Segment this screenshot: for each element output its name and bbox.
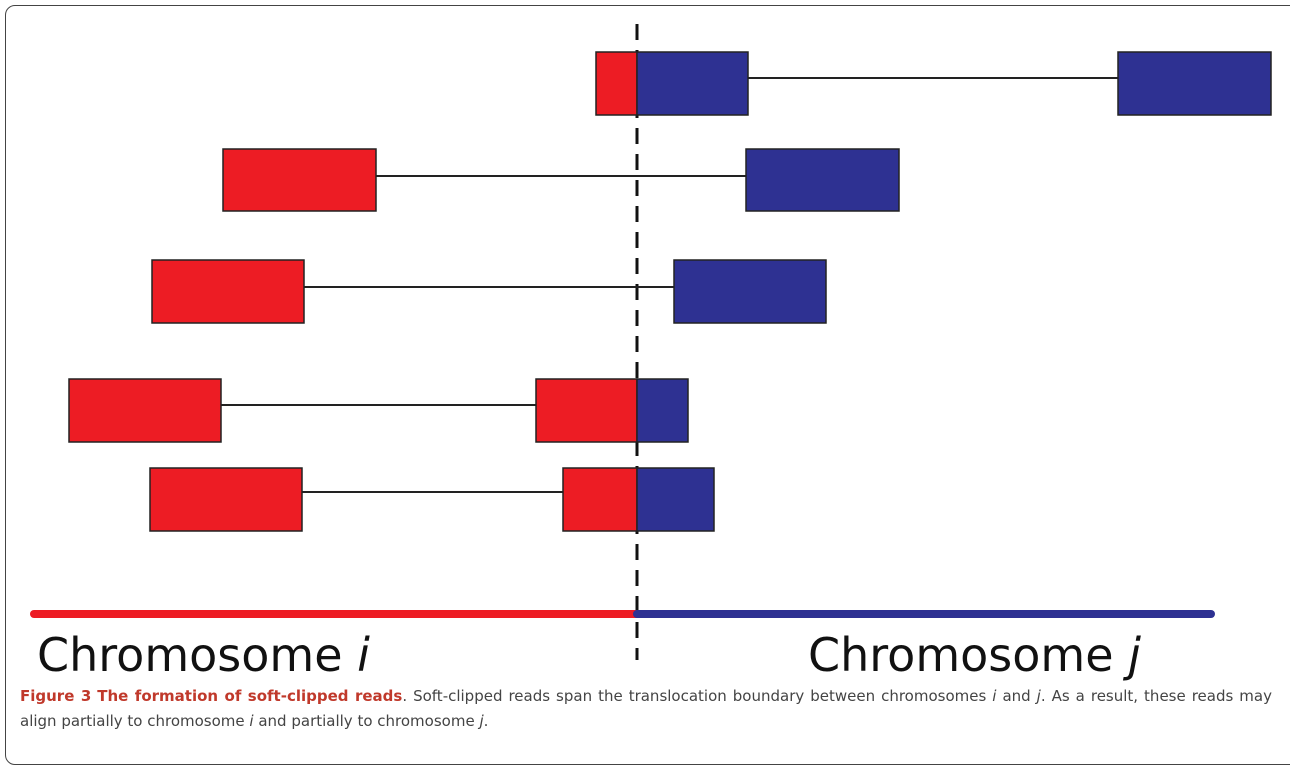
read-segment-chrom-i [535,378,638,443]
caption-text: and partially to chromosome [253,712,480,730]
caption-text: i [249,712,254,730]
read-segment-chrom-i [222,148,377,212]
read-pair-3 [151,259,827,324]
read-segment-chrom-j [636,378,689,443]
read-pair-1 [595,51,1272,116]
read-segment-chrom-i [151,259,305,324]
caption-text: Soft-clipped reads span the translocatio… [413,687,993,705]
soft-clip-diagram [30,24,1272,660]
caption-text: . As a result, these reads may align par… [20,687,1272,730]
caption-text: . [483,712,489,730]
chromosome-j-label: Chromosome j [808,628,1141,682]
read-segment-chrom-j [636,467,715,532]
read-segment-chrom-j [1117,51,1272,116]
read-segment-chrom-j [745,148,900,212]
caption-text: and [996,687,1037,705]
caption-text: i [992,687,997,705]
read-segment-chrom-j [673,259,827,324]
read-segment-chrom-i [562,467,638,532]
figure-label: Figure 3 [20,687,92,705]
figure-caption: Figure 3 The formation of soft-clipped r… [20,687,1272,730]
read-segment-chrom-i [595,51,638,116]
figure-title: The formation of soft-clipped reads [97,687,403,705]
read-segment-chrom-i [149,467,303,532]
caption-text: j [1036,687,1041,705]
caption-text: j [479,712,484,730]
chromosome-i-label: Chromosome i [37,628,370,682]
read-pair-4 [68,378,689,443]
read-pair-5 [149,467,715,532]
read-segment-chrom-i [68,378,222,443]
read-segment-chrom-j [636,51,749,116]
read-pair-2 [222,148,900,212]
